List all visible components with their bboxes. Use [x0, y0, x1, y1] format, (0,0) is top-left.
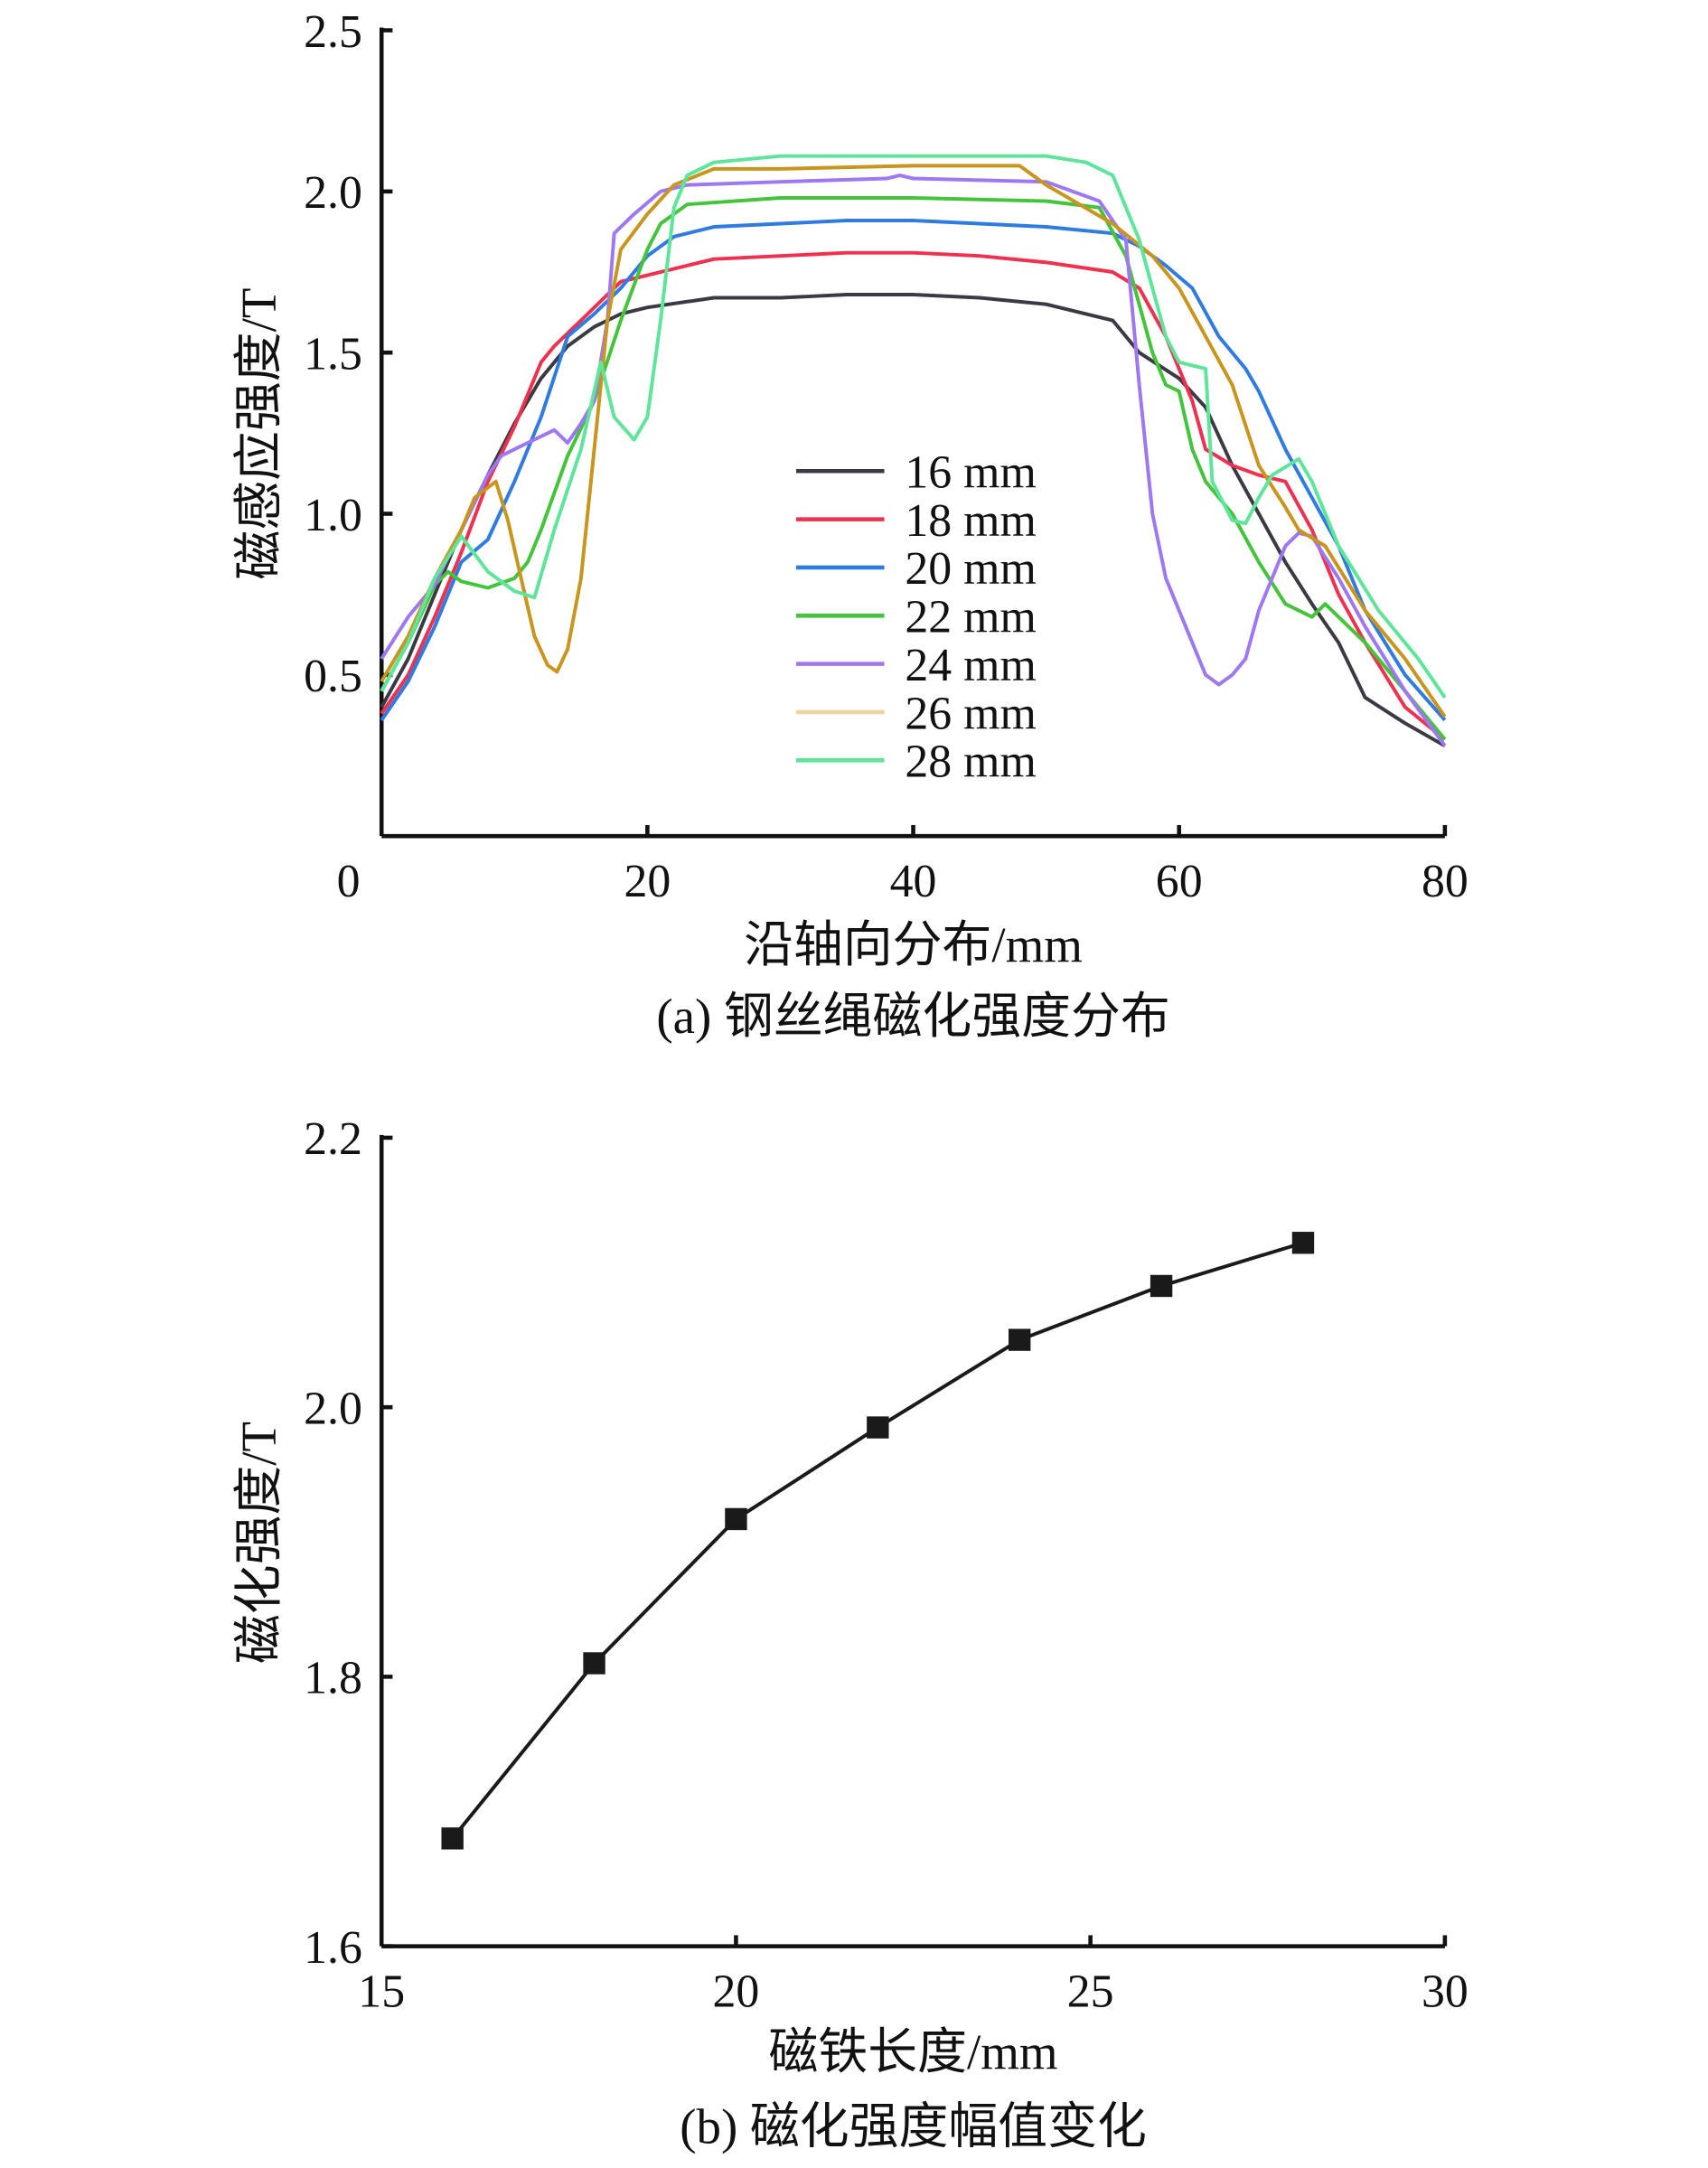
data-point-marker — [1150, 1274, 1173, 1298]
legend-label: 16 mm — [905, 447, 1036, 499]
x-tick-label: 20 — [624, 856, 671, 907]
y-tick-label: 1.6 — [304, 1922, 362, 1974]
data-point-marker — [441, 1827, 464, 1850]
legend-label: 18 mm — [905, 495, 1036, 547]
legend-label: 28 mm — [905, 737, 1036, 788]
x-tick-label: 40 — [890, 856, 937, 907]
legend-label: 26 mm — [905, 688, 1036, 739]
series-line-22mm — [380, 196, 1447, 741]
data-point-marker — [867, 1416, 889, 1439]
series-line-16mm — [380, 293, 1446, 748]
x-tick-label: 30 — [1422, 1966, 1469, 2018]
y-tick-label: 2.5 — [304, 6, 362, 58]
y-tick-label: 1.5 — [304, 328, 362, 380]
series-line-18mm — [380, 250, 1447, 741]
data-point-marker — [1291, 1232, 1315, 1254]
data-point-marker — [1009, 1328, 1031, 1351]
y-tick-label: 2.0 — [304, 167, 362, 219]
chart-b-amplitude-change: 磁铁长度/mm (b) 磁化强度幅值变化 磁化强度/T 1.6 1.8 2.0 2.2… — [231, 1113, 1469, 2154]
chart-a-magnetization-distribution: 沿轴向分布/mm (a) 钢丝绳磁化强度分布 磁感应强度/T 0.5 1.0 1.5… — [231, 6, 1469, 1044]
chart-a-caption: (a) 钢丝绳磁化强度分布 — [656, 989, 1169, 1044]
x-tick-label: 15 — [358, 1966, 405, 2018]
x-tick-label: 80 — [1422, 856, 1469, 907]
x-tick-label: 25 — [1067, 1966, 1114, 2018]
chart-b-caption: (b) 磁化强度幅值变化 — [680, 2099, 1147, 2154]
series-line-28mm — [380, 154, 1447, 699]
data-point-marker — [725, 1507, 747, 1531]
chart-a-ylabel: 磁感应强度/T — [231, 288, 286, 580]
data-point-marker — [583, 1652, 605, 1675]
series-line-20mm — [380, 219, 1447, 722]
y-tick-label: 0.5 — [304, 651, 362, 702]
chart-b-ylabel: 磁化强度/T — [231, 1422, 286, 1664]
legend-label: 22 mm — [905, 592, 1036, 643]
legend-label: 24 mm — [905, 640, 1036, 691]
chart-a-xlabel: 沿轴向分布/mm — [744, 917, 1083, 972]
y-tick-label: 2.0 — [304, 1383, 362, 1434]
chart-b-xlabel: 磁铁长度/mm — [769, 2024, 1058, 2079]
series-line — [451, 1241, 1304, 1840]
y-tick-label: 1.0 — [304, 490, 362, 541]
y-tick-label: 1.8 — [304, 1653, 362, 1704]
legend-label: 20 mm — [905, 543, 1036, 595]
x-tick-label: 0 — [337, 856, 361, 907]
series-line-24mm — [380, 174, 1447, 747]
x-tick-label: 60 — [1156, 856, 1203, 907]
x-tick-label: 20 — [713, 1966, 760, 2018]
y-tick-label: 2.2 — [304, 1113, 362, 1165]
